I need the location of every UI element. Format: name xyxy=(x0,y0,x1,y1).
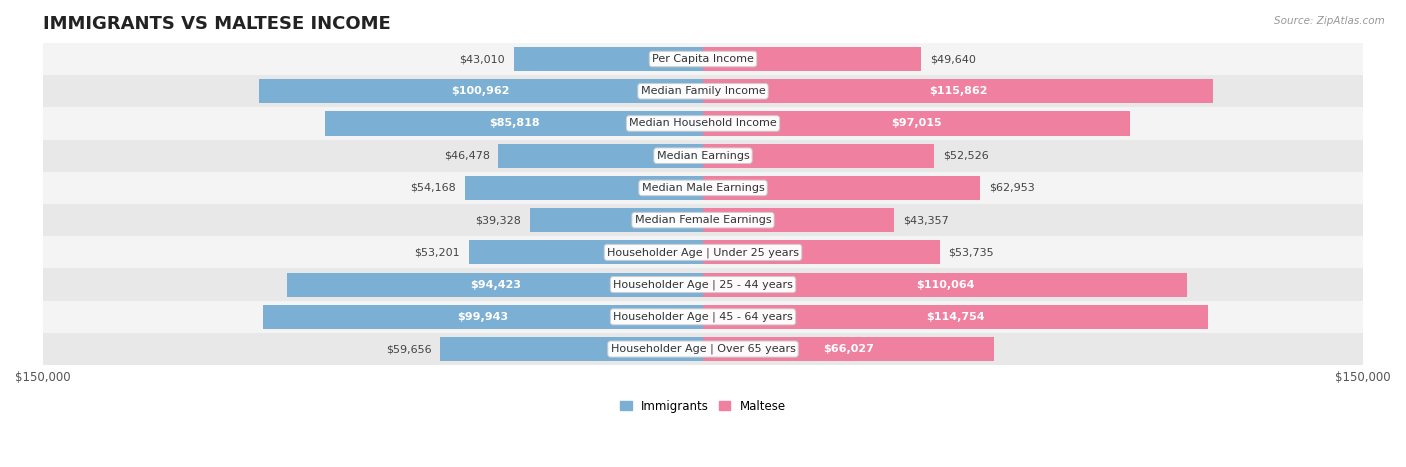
Bar xyxy=(42,172,1364,204)
Text: IMMIGRANTS VS MALTESE INCOME: IMMIGRANTS VS MALTESE INCOME xyxy=(42,15,391,33)
Bar xyxy=(703,241,939,264)
Bar xyxy=(703,111,1130,135)
Text: Median Household Income: Median Household Income xyxy=(628,119,778,128)
Bar xyxy=(499,143,703,168)
Bar xyxy=(703,176,980,200)
Bar xyxy=(703,79,1213,103)
Legend: Immigrants, Maltese: Immigrants, Maltese xyxy=(616,395,790,417)
Text: Median Male Earnings: Median Male Earnings xyxy=(641,183,765,193)
Text: $53,735: $53,735 xyxy=(948,248,994,257)
Bar xyxy=(530,208,703,232)
Text: Householder Age | Under 25 years: Householder Age | Under 25 years xyxy=(607,247,799,258)
Bar xyxy=(42,107,1364,140)
Bar xyxy=(263,305,703,329)
Bar xyxy=(259,79,703,103)
Bar xyxy=(42,301,1364,333)
Bar xyxy=(703,143,934,168)
Text: $54,168: $54,168 xyxy=(411,183,456,193)
Text: $53,201: $53,201 xyxy=(415,248,460,257)
Text: Householder Age | 25 - 44 years: Householder Age | 25 - 44 years xyxy=(613,279,793,290)
Text: $43,357: $43,357 xyxy=(903,215,949,225)
Bar xyxy=(42,43,1364,75)
Bar xyxy=(42,140,1364,172)
Bar xyxy=(42,236,1364,269)
Text: $110,064: $110,064 xyxy=(915,280,974,290)
Bar xyxy=(464,176,703,200)
Bar xyxy=(513,47,703,71)
Bar xyxy=(440,337,703,361)
Bar xyxy=(42,204,1364,236)
Text: $97,015: $97,015 xyxy=(891,119,942,128)
Text: $52,526: $52,526 xyxy=(943,151,988,161)
Text: $66,027: $66,027 xyxy=(823,344,873,354)
Text: $46,478: $46,478 xyxy=(444,151,489,161)
Text: $94,423: $94,423 xyxy=(470,280,520,290)
Text: $49,640: $49,640 xyxy=(931,54,976,64)
Bar xyxy=(287,273,703,297)
Bar xyxy=(325,111,703,135)
Text: Per Capita Income: Per Capita Income xyxy=(652,54,754,64)
Bar xyxy=(703,305,1208,329)
Bar xyxy=(42,333,1364,365)
Text: $114,754: $114,754 xyxy=(927,312,984,322)
Bar xyxy=(703,337,994,361)
Text: $115,862: $115,862 xyxy=(929,86,987,96)
Bar xyxy=(42,75,1364,107)
Text: $43,010: $43,010 xyxy=(460,54,505,64)
Text: $100,962: $100,962 xyxy=(451,86,510,96)
Text: Median Female Earnings: Median Female Earnings xyxy=(634,215,772,225)
Text: Householder Age | 45 - 64 years: Householder Age | 45 - 64 years xyxy=(613,311,793,322)
Text: Source: ZipAtlas.com: Source: ZipAtlas.com xyxy=(1274,16,1385,26)
Bar xyxy=(703,47,921,71)
Bar xyxy=(42,269,1364,301)
Text: $99,943: $99,943 xyxy=(457,312,509,322)
Text: Median Family Income: Median Family Income xyxy=(641,86,765,96)
Text: $59,656: $59,656 xyxy=(387,344,432,354)
Text: $85,818: $85,818 xyxy=(489,119,540,128)
Text: Householder Age | Over 65 years: Householder Age | Over 65 years xyxy=(610,344,796,354)
Text: Median Earnings: Median Earnings xyxy=(657,151,749,161)
Bar xyxy=(703,273,1188,297)
Text: $62,953: $62,953 xyxy=(988,183,1035,193)
Bar xyxy=(703,208,894,232)
Bar xyxy=(468,241,703,264)
Text: $39,328: $39,328 xyxy=(475,215,522,225)
